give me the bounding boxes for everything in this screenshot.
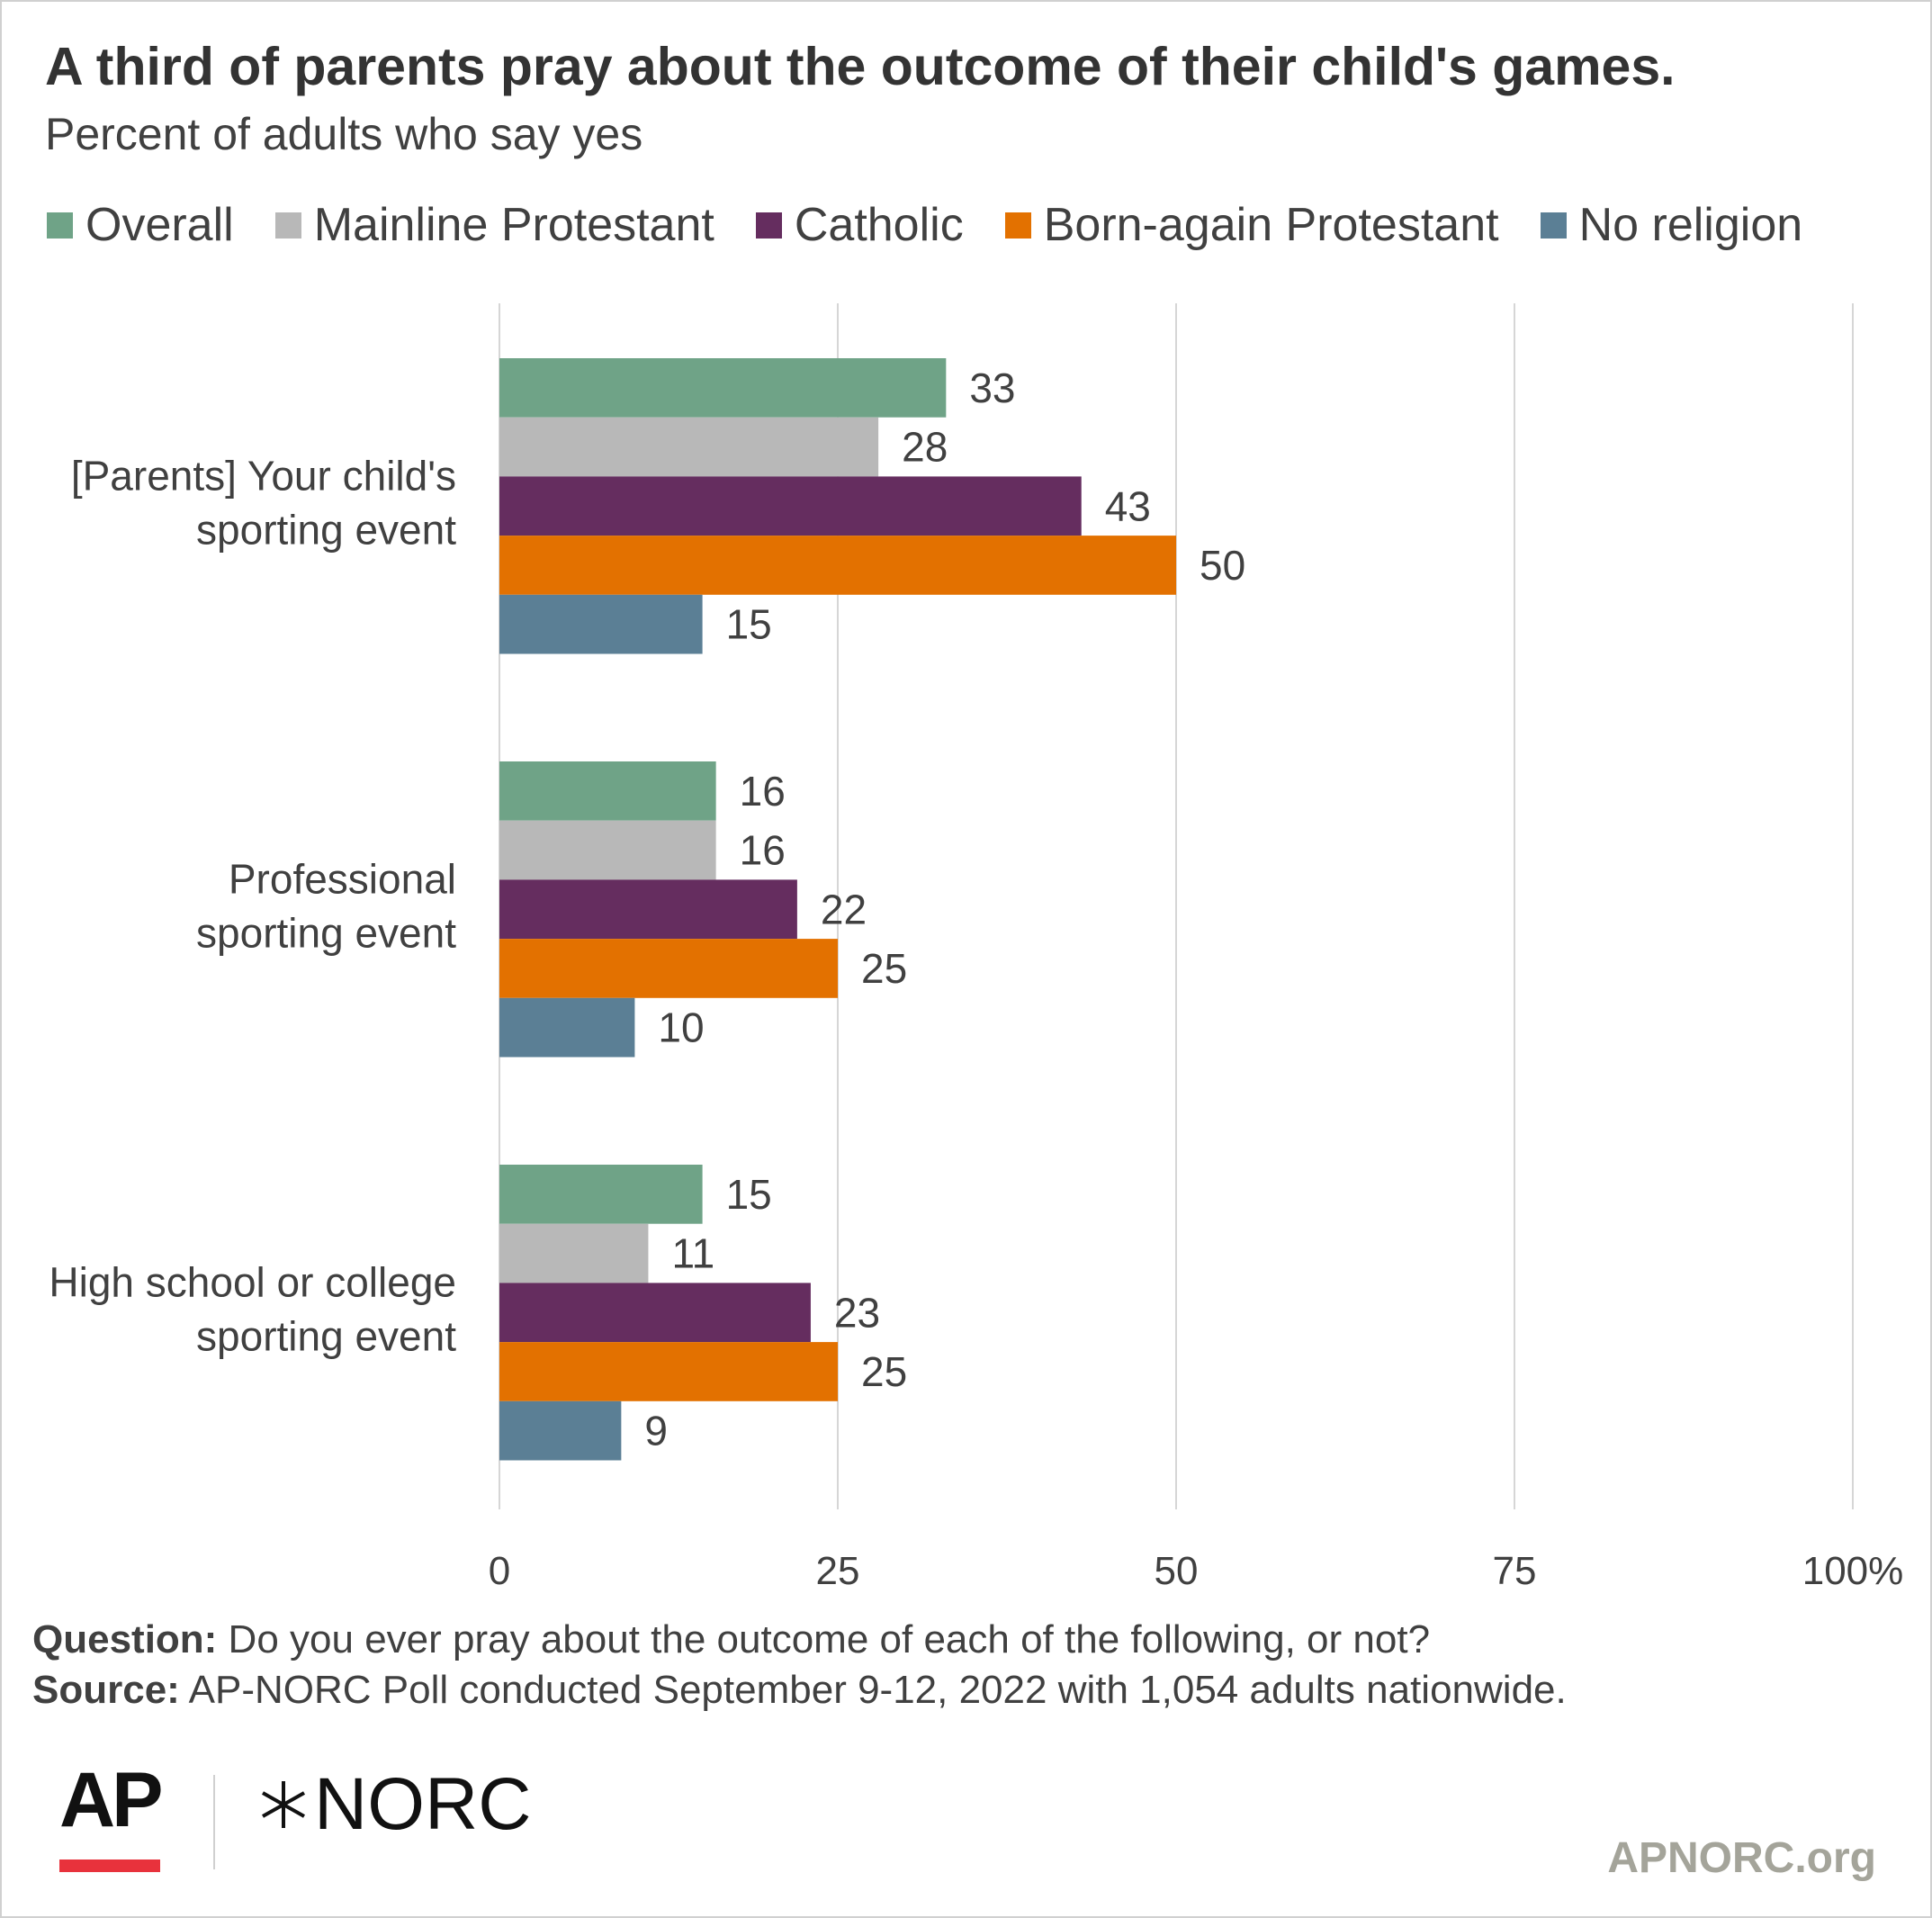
data-label: 10 <box>658 1004 704 1051</box>
legend-label: Mainline Protestant <box>313 199 714 251</box>
legend-label: Catholic <box>794 199 964 251</box>
chart-title: A third of parents pray about the outcom… <box>45 37 1676 96</box>
data-label: 16 <box>740 827 786 874</box>
bar <box>499 1400 622 1461</box>
category-label-line: sporting event <box>196 506 456 553</box>
bar <box>499 417 879 477</box>
chart-subtitle: Percent of adults who say yes <box>45 109 643 159</box>
bar <box>499 879 797 940</box>
data-label: 15 <box>726 601 772 648</box>
question-note: Question: Do you ever pray about the out… <box>32 1615 1567 1665</box>
ap-logo-underline <box>59 1859 160 1872</box>
legend-item-3: Born-again Protestant <box>1004 198 1499 252</box>
bar <box>499 1283 811 1343</box>
ap-logo: AP <box>59 1757 163 1843</box>
legend-item-2: Catholic <box>755 198 964 252</box>
footer-notes: Question: Do you ever pray about the out… <box>32 1615 1567 1715</box>
data-label: 25 <box>861 945 907 992</box>
data-label: 11 <box>671 1230 714 1277</box>
legend-swatch <box>755 212 782 239</box>
bar <box>499 820 716 880</box>
data-label: 28 <box>902 424 948 471</box>
bar <box>499 476 1082 536</box>
data-label: 23 <box>834 1289 880 1336</box>
category-label-line: High school or college <box>49 1258 456 1305</box>
site-link: APNORC.org <box>1607 1834 1876 1882</box>
category-label: Professional sporting event <box>196 855 456 956</box>
x-tick-label: 75 <box>1493 1549 1537 1593</box>
x-tick-label: 100% <box>1802 1549 1904 1593</box>
bar <box>499 594 703 654</box>
source-text: AP-NORC Poll conducted September 9-12, 2… <box>179 1668 1567 1712</box>
data-label: 9 <box>644 1408 668 1454</box>
bar <box>499 536 1176 595</box>
bar <box>499 358 947 418</box>
legend-swatch <box>1540 212 1567 239</box>
x-tick-label: 50 <box>1155 1549 1199 1593</box>
norc-logo: NORC <box>258 1768 531 1841</box>
source-label: Source: <box>32 1668 180 1712</box>
legend-label: No religion <box>1578 199 1803 251</box>
question-text: Do you ever pray about the outcome of ea… <box>217 1617 1431 1661</box>
legend-label: Overall <box>85 199 234 251</box>
bar <box>499 1342 838 1401</box>
legend-swatch <box>274 212 301 239</box>
data-label: 43 <box>1105 482 1151 529</box>
data-label: 50 <box>1200 542 1245 589</box>
category-label-line: [Parents] Your child's <box>71 452 456 499</box>
data-label: 16 <box>740 768 786 815</box>
norc-star-icon <box>262 1781 305 1828</box>
legend-item-0: Overall <box>47 198 234 252</box>
category-label: High school or college sporting event <box>49 1258 456 1359</box>
legend-swatch <box>1004 212 1031 239</box>
bar <box>499 939 838 998</box>
legend-item-4: No religion <box>1540 198 1803 252</box>
data-label: 22 <box>821 886 867 932</box>
question-label: Question: <box>32 1617 218 1661</box>
bar-chart: 0 25 50 75 100% 33 28 43 50 15 [Parents] Your chil… <box>49 303 1904 1593</box>
category-label: [Parents] Your child's sporting event <box>71 452 456 553</box>
bar <box>499 997 635 1058</box>
legend: Overall Mainline Protestant Catholic Born-a… <box>47 198 1844 252</box>
legend-swatch <box>47 212 73 239</box>
legend-item-1: Mainline Protestant <box>274 198 714 252</box>
legend-label: Born-again Protestant <box>1043 199 1499 251</box>
x-tick-label: 0 <box>489 1549 510 1593</box>
source-note: Source: AP-NORC Poll conducted September… <box>32 1665 1567 1715</box>
data-label: 25 <box>861 1348 907 1395</box>
category-label-line: sporting event <box>196 1312 456 1359</box>
norc-wordmark: NORC <box>314 1763 532 1845</box>
category-label-line: Professional <box>229 855 456 902</box>
data-label: 33 <box>969 365 1015 411</box>
bar <box>499 1223 649 1283</box>
logo-divider <box>213 1775 215 1869</box>
bar <box>499 1165 703 1224</box>
bar <box>499 761 716 821</box>
data-label: 15 <box>726 1171 772 1218</box>
x-tick-label: 25 <box>816 1549 860 1593</box>
category-label-line: sporting event <box>196 909 456 956</box>
